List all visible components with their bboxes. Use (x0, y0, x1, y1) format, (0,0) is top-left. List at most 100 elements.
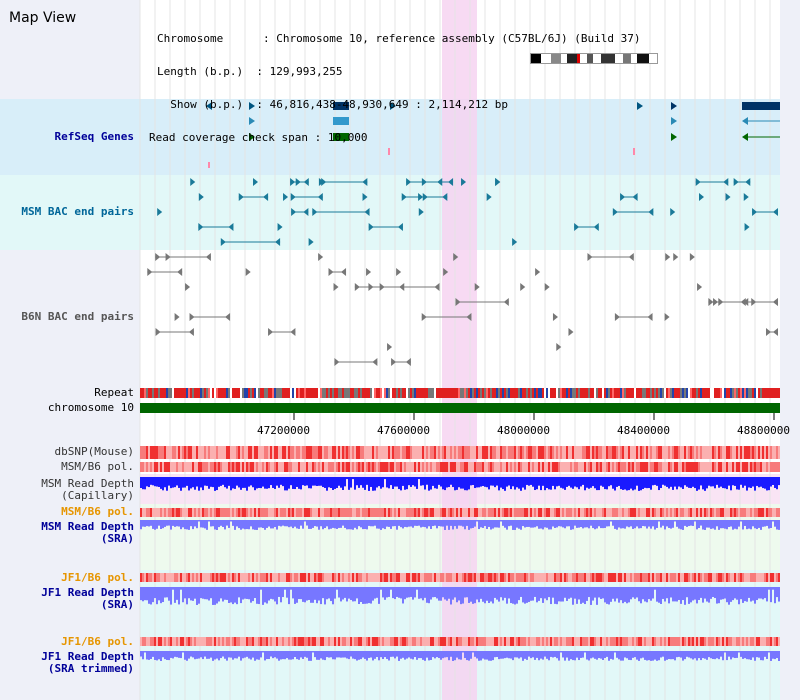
read-depth-bar (700, 651, 702, 661)
track-label-refseq[interactable]: RefSeq Genes (54, 130, 134, 143)
read-depth-bar (256, 587, 258, 604)
repeat-element (290, 388, 292, 398)
repeat-element (608, 388, 610, 398)
bac-end (773, 328, 778, 336)
polymorphism-density (764, 508, 766, 517)
read-depth-bar (250, 587, 252, 603)
polymorphism-density (690, 446, 692, 459)
read-depth-bar (634, 520, 636, 529)
polymorphism-density (262, 637, 264, 646)
polymorphism-density (726, 573, 728, 582)
polymorphism-density (352, 637, 354, 646)
read-depth-bar (154, 520, 156, 530)
track-label-msm-bac[interactable]: MSM BAC end pairs (21, 205, 134, 218)
polymorphism-density (160, 573, 162, 582)
polymorphism-density (516, 508, 518, 517)
polymorphism-density (610, 573, 612, 582)
read-depth-bar (668, 520, 670, 528)
repeat-element (444, 388, 446, 398)
read-depth-bar (400, 651, 402, 659)
read-depth-bar (430, 587, 432, 600)
read-depth-bar (774, 587, 776, 604)
polymorphism-density (592, 508, 594, 517)
read-depth-bar (464, 651, 466, 659)
polymorphism-density (400, 573, 402, 582)
polymorphism-density (360, 508, 362, 517)
read-depth-bar (542, 587, 544, 603)
repeat-element (362, 388, 364, 398)
repeat-element (564, 388, 566, 398)
read-depth-bar (430, 651, 432, 660)
read-depth-bar (442, 477, 444, 490)
polymorphism-density (598, 462, 600, 472)
polymorphism-density (658, 573, 660, 582)
read-depth-bar (380, 651, 382, 658)
polymorphism-density (276, 446, 278, 459)
repeat-element (766, 388, 768, 398)
repeat-element (182, 388, 184, 398)
polymorphism-density (654, 508, 656, 517)
read-depth-bar (298, 651, 300, 660)
read-depth-bar (618, 587, 620, 603)
polymorphism-density (768, 508, 770, 517)
read-depth-bar (464, 477, 466, 491)
bac-end (723, 178, 729, 186)
polymorphism-density (600, 508, 602, 517)
read-depth-bar (596, 587, 598, 605)
polymorphism-density (300, 462, 302, 472)
read-depth-bar (276, 651, 278, 659)
read-depth-bar (488, 520, 490, 527)
polymorphism-density (364, 462, 366, 472)
bac-end (587, 253, 593, 261)
track-label-msm-b6-pol: MSM/B6 pol. (61, 460, 134, 473)
polymorphism-density (254, 637, 256, 646)
read-depth-bar (348, 651, 350, 660)
read-depth-bar (564, 477, 566, 490)
polymorphism-density (632, 462, 634, 472)
polymorphism-density (774, 573, 776, 582)
polymorphism-density (442, 508, 444, 517)
read-depth-bar (364, 520, 366, 529)
read-depth-bar (186, 651, 188, 661)
polymorphism-density (778, 446, 780, 459)
polymorphism-density (624, 446, 626, 459)
polymorphism-density (416, 462, 418, 472)
polymorphism-density (748, 637, 750, 646)
read-depth-bar (504, 651, 506, 659)
read-depth-bar (340, 651, 342, 658)
polymorphism-density (482, 637, 484, 646)
bac-end (620, 193, 626, 201)
read-depth-bar (394, 477, 396, 487)
selection-highlight[interactable] (442, 0, 477, 700)
polymorphism-density (592, 462, 594, 472)
track-label-b6n-bac[interactable]: B6N BAC end pairs (21, 310, 134, 323)
read-depth-bar (340, 520, 342, 528)
polymorphism-density (162, 573, 164, 582)
polymorphism-density (726, 446, 728, 459)
polymorphism-density (520, 446, 522, 459)
repeat-element (366, 388, 368, 398)
polymorphism-density (478, 508, 480, 517)
polymorphism-density (458, 508, 460, 517)
polymorphism-density (384, 573, 386, 582)
read-depth-bar (744, 651, 746, 659)
read-depth-bar (608, 520, 610, 527)
read-depth-bar (412, 520, 414, 528)
repeat-element (768, 388, 770, 398)
chromosome-ideogram[interactable] (530, 53, 658, 64)
read-depth-bar (472, 477, 474, 486)
polymorphism-density (478, 637, 480, 646)
polymorphism-density (666, 637, 668, 646)
bac-end (225, 313, 231, 321)
repeat-element (500, 388, 502, 398)
polymorphism-density (554, 637, 556, 646)
polymorphism-density (536, 508, 538, 517)
read-depth-bar (194, 520, 196, 527)
read-depth-bar (702, 651, 704, 659)
polymorphism-density (362, 508, 364, 517)
polymorphism-density (426, 573, 428, 582)
repeat-element (380, 388, 382, 398)
read-depth-bar (342, 587, 344, 600)
read-depth-bar (204, 477, 206, 486)
